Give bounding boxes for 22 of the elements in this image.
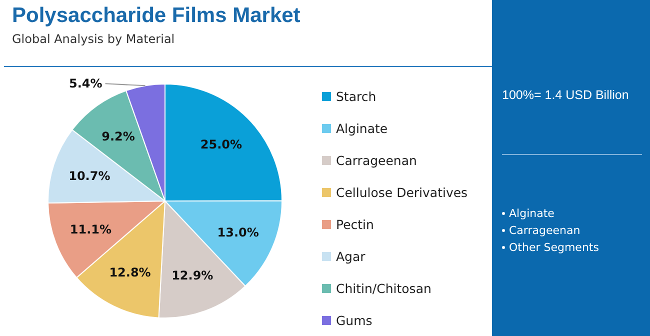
data-label: 12.9% (172, 268, 214, 283)
legend-label: Agar (336, 248, 366, 264)
legend-label: Alginate (336, 120, 388, 136)
legend-label: Starch (336, 88, 376, 104)
legend-label: Pectin (336, 216, 374, 232)
data-label: 25.0% (200, 138, 242, 152)
chart-title: Polysaccharide Films Market (12, 4, 300, 28)
legend-label: Gums (336, 312, 372, 328)
text: 100%= 1.4 USD Billion (502, 88, 629, 102)
legend-label: Chitin/Chitosan (336, 280, 432, 296)
text: Carrageenan (509, 224, 580, 237)
legend-label: Cellulose Derivatives (336, 184, 468, 200)
data-label: 12.8% (109, 265, 151, 280)
chart-subtitle: Global Analysis by Material (12, 32, 175, 46)
legend-label: Carrageenan (336, 152, 417, 168)
data-label: 11.1% (70, 222, 112, 236)
text: Other Segments (509, 241, 599, 254)
data-label: 10.7% (68, 169, 110, 184)
data-label: 9.2% (102, 130, 135, 144)
text: Alginate (509, 207, 554, 220)
data-label: 13.0% (217, 225, 259, 240)
data-label: 5.4% (68, 76, 102, 91)
